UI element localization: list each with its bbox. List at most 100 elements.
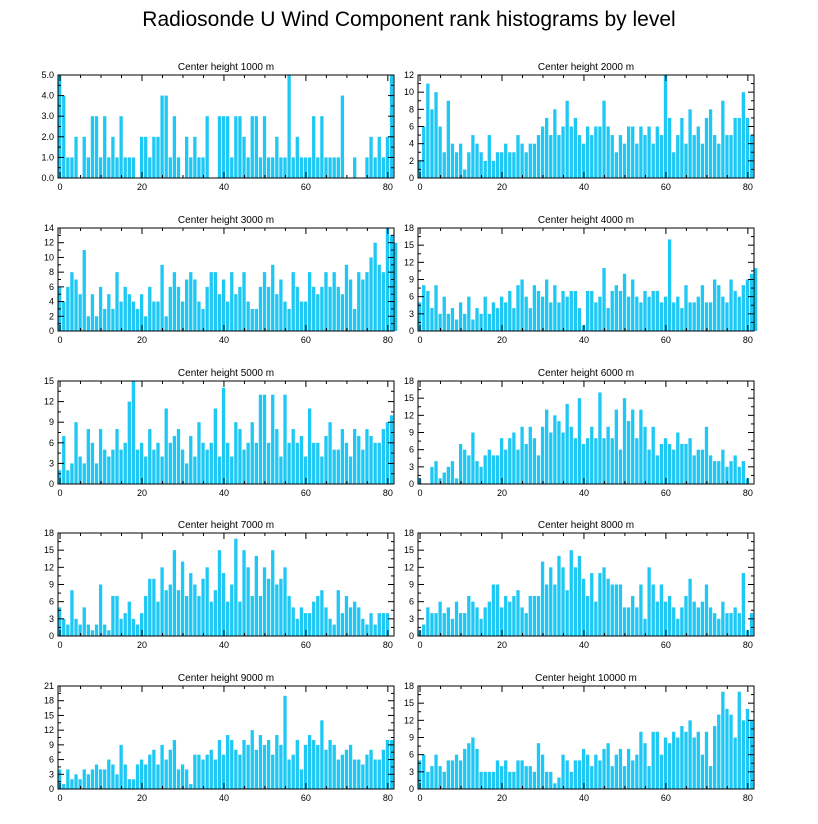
x-tick-label: 40: [579, 488, 589, 498]
histogram-bar: [520, 426, 524, 484]
histogram-bar: [491, 160, 496, 178]
histogram-bar: [303, 456, 308, 484]
histogram-bar: [618, 135, 623, 178]
histogram-bar: [545, 584, 549, 636]
histogram-bar: [487, 449, 491, 484]
histogram-bar: [528, 426, 532, 484]
histogram-bar: [499, 607, 504, 636]
histogram-bar: [446, 313, 450, 331]
x-tick-label: 20: [137, 335, 147, 345]
histogram-bar: [479, 152, 483, 178]
y-tick-label: 0: [409, 326, 414, 336]
histogram-bar: [508, 290, 512, 331]
histogram-bar: [696, 126, 700, 178]
y-tick-label: 2: [409, 156, 414, 166]
histogram-bar: [238, 754, 242, 789]
histogram-bar: [316, 595, 320, 636]
histogram-bar: [139, 294, 144, 331]
histogram-bar: [205, 754, 209, 789]
histogram-bar: [324, 607, 328, 636]
histogram-bar: [111, 136, 115, 178]
histogram-bar: [479, 618, 483, 636]
histogram-bar: [176, 286, 181, 331]
histogram-bar: [320, 116, 324, 178]
histogram-bar: [491, 302, 496, 331]
histogram-bar: [127, 601, 131, 636]
histogram-bar: [741, 573, 746, 636]
histogram-bar: [156, 442, 160, 484]
histogram-bar: [234, 116, 238, 178]
histogram-bar: [737, 117, 741, 178]
histogram-bar: [659, 135, 664, 178]
x-tick-label: 60: [661, 640, 671, 650]
histogram-bar: [373, 442, 377, 484]
histogram-bar: [426, 771, 430, 789]
histogram-bar: [172, 550, 177, 636]
histogram-bar: [201, 759, 205, 789]
histogram-bar: [573, 290, 578, 331]
histogram-bar: [532, 438, 537, 484]
histogram-bar: [258, 735, 263, 789]
histogram-bar: [131, 157, 136, 178]
histogram-bar: [86, 157, 90, 178]
histogram-bar: [344, 595, 349, 636]
y-tick-label: 0: [409, 631, 414, 641]
histogram-bar: [463, 449, 467, 484]
histogram-bar: [127, 294, 131, 331]
histogram-bar: [176, 429, 181, 484]
histogram-bar: [205, 567, 209, 636]
histogram-bar: [361, 449, 365, 484]
histogram-bar: [725, 302, 729, 331]
y-tick-label: 6: [49, 282, 54, 292]
histogram-bar: [258, 157, 263, 178]
histogram-bar: [324, 157, 328, 178]
histogram-bar: [242, 449, 246, 484]
histogram-bar: [348, 607, 353, 636]
histogram-bar: [663, 296, 668, 331]
y-tick-label: 3: [409, 767, 414, 777]
histogram-bar: [353, 601, 357, 636]
histogram-bar: [119, 618, 123, 636]
y-tick-label: 9: [49, 740, 54, 750]
histogram-bar: [94, 116, 99, 178]
y-tick-label: 12: [404, 715, 414, 725]
x-tick-label: 80: [743, 640, 753, 650]
histogram-bar: [328, 286, 332, 331]
y-tick-label: 3.0: [41, 111, 54, 121]
y-tick-label: 6: [409, 597, 414, 607]
histogram-bar: [434, 754, 438, 789]
histogram-bar: [430, 766, 434, 789]
histogram-bar: [471, 135, 475, 178]
histogram-bar: [176, 590, 181, 636]
histogram-bar: [156, 764, 160, 789]
histogram-bar: [377, 442, 381, 484]
histogram-bar: [651, 584, 655, 636]
histogram-bar: [275, 429, 279, 484]
histogram-bar: [704, 426, 709, 484]
histogram-bar: [495, 584, 500, 636]
histogram-bar: [348, 456, 353, 484]
histogram-bar: [230, 272, 234, 331]
histogram-bar: [152, 301, 156, 331]
histogram-bar: [565, 760, 569, 789]
panel-title: Center height 5000 m: [178, 368, 274, 379]
x-tick-label: 80: [743, 488, 753, 498]
histogram-bar: [729, 135, 733, 178]
histogram-bar: [561, 126, 565, 178]
histogram-bar: [66, 286, 70, 331]
histogram-bar: [176, 157, 181, 178]
x-tick-label: 40: [219, 488, 229, 498]
y-tick-label: 2: [49, 311, 54, 321]
histogram-bar: [246, 301, 250, 331]
y-tick-label: 12: [404, 562, 414, 572]
histogram-bar: [504, 449, 508, 484]
histogram-bar: [483, 296, 487, 331]
histogram-bar: [467, 595, 471, 636]
histogram-bar: [631, 760, 635, 789]
histogram-bar: [123, 157, 127, 178]
histogram-bar: [733, 455, 737, 484]
x-tick-label: 80: [383, 488, 393, 498]
histogram-bar: [90, 630, 95, 636]
histogram-bar: [659, 584, 664, 636]
